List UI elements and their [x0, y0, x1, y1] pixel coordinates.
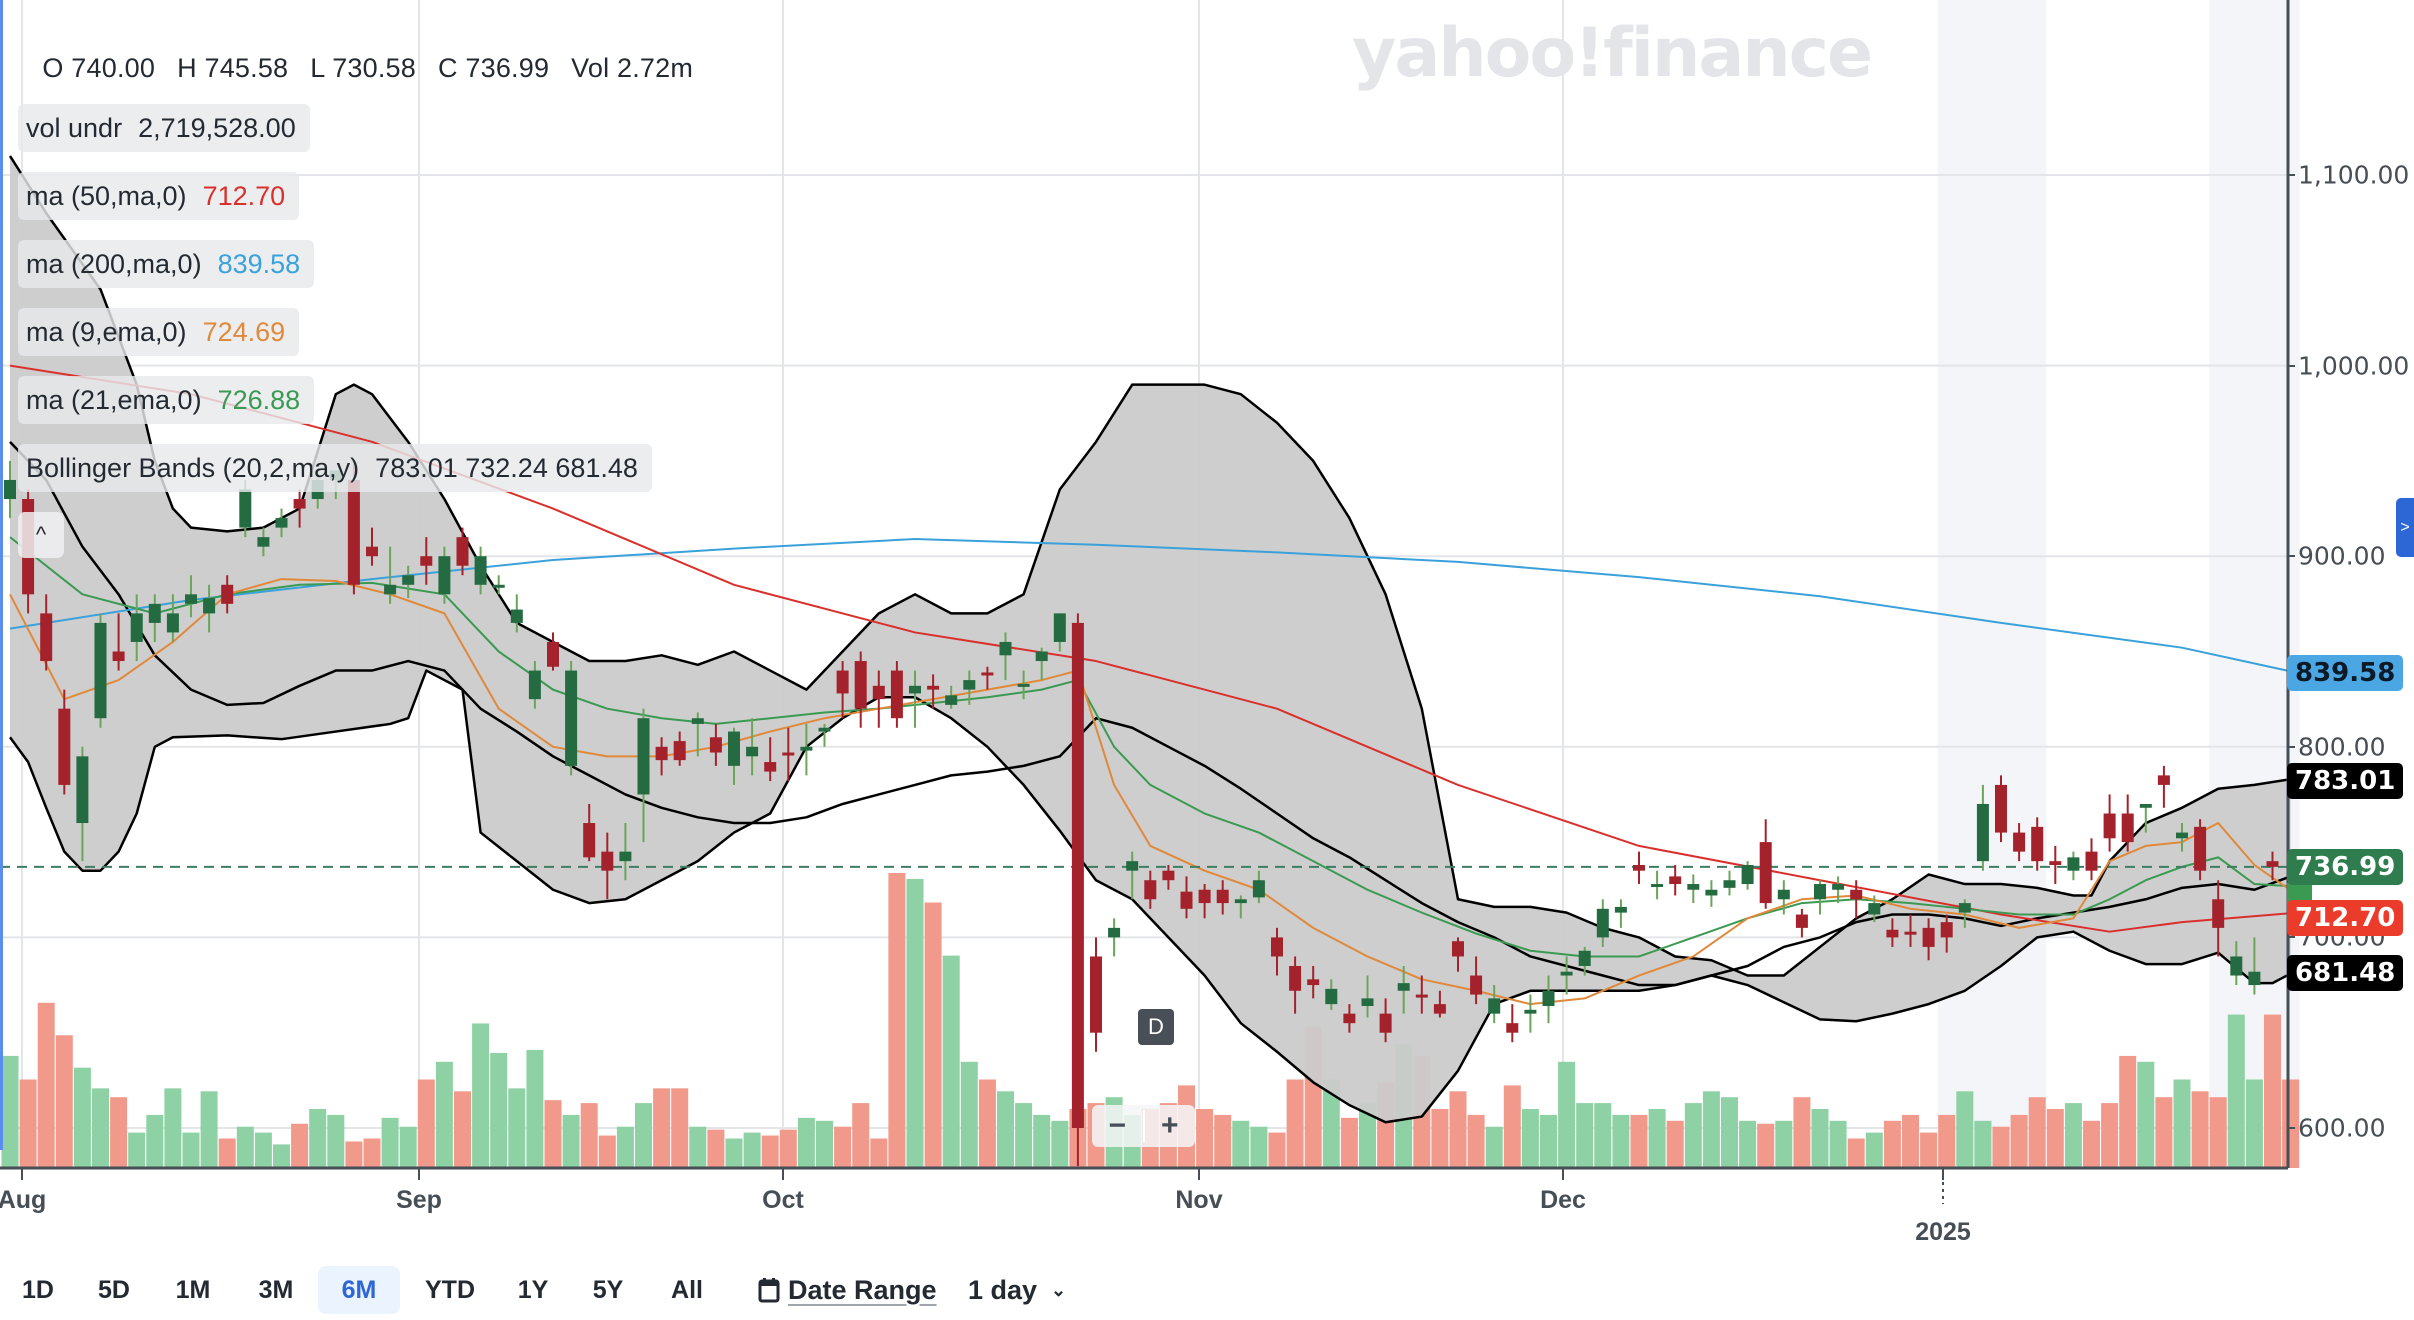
- zoom-divider: [1142, 1110, 1145, 1142]
- chart-left-border: [0, 0, 3, 1150]
- y-tick: 800.00: [2298, 732, 2386, 762]
- x-tick-2025: 2025: [1915, 1218, 1971, 1246]
- y-tick: 600.00: [2298, 1113, 2386, 1143]
- x-tick-dec: Dec: [1540, 1186, 1586, 1214]
- high-value: H 745.58: [177, 53, 289, 83]
- legend-value: 712.70: [202, 180, 286, 211]
- yahoo-finance-logo: yahoo!finance: [1352, 14, 1873, 93]
- zoom-controls: − +: [1092, 1105, 1195, 1147]
- x-tick-sep: Sep: [396, 1186, 442, 1214]
- legend-value: 724.69: [202, 316, 286, 347]
- legend-value: 783.01 732.24 681.48: [375, 452, 638, 483]
- open-value: O 740.00: [42, 53, 156, 83]
- range-6m-button[interactable]: 6M: [318, 1266, 400, 1314]
- interval-dropdown[interactable]: 1 day ⌄: [968, 1265, 1066, 1315]
- ma200-price-tag: 839.58: [2287, 655, 2404, 691]
- chevron-down-icon: ⌄: [1051, 1279, 1067, 1300]
- expand-panel-tab[interactable]: >: [2396, 498, 2414, 557]
- interval-label: 1 day: [968, 1274, 1038, 1305]
- range-1m-button[interactable]: 1M: [175, 1275, 211, 1304]
- calendar-icon: [758, 1278, 780, 1303]
- date-range-button[interactable]: Date Range: [758, 1265, 937, 1315]
- legend-value: 839.58: [217, 248, 301, 279]
- y-tick: 1,000.00: [2298, 351, 2410, 381]
- collapse-legend-button[interactable]: ^: [18, 512, 64, 558]
- range-5d-button[interactable]: 5D: [98, 1275, 130, 1304]
- range-1d-button[interactable]: 1D: [22, 1275, 54, 1304]
- x-tick-oct: Oct: [762, 1186, 804, 1214]
- legend-ema9[interactable]: ma (9,ema,0) 724.69: [18, 308, 300, 356]
- y-tick: 1,100.00: [2298, 160, 2410, 190]
- dividend-event-marker[interactable]: D: [1138, 1009, 1174, 1045]
- chevron-up-icon: ^: [35, 522, 47, 547]
- date-range-label: Date Range: [788, 1274, 937, 1305]
- bb-upper-price-tag: 783.01: [2287, 763, 2404, 799]
- range-1y-button[interactable]: 1Y: [517, 1275, 549, 1304]
- zoom-out-button[interactable]: −: [1108, 1109, 1127, 1142]
- low-value: L 730.58: [310, 53, 416, 83]
- zoom-in-button[interactable]: +: [1160, 1109, 1179, 1142]
- legend-ma50[interactable]: ma (50,ma,0) 712.70: [18, 172, 300, 220]
- legend-bollinger-bands[interactable]: Bollinger Bands (20,2,ma,y) 783.01 732.24…: [18, 444, 652, 492]
- range-3m-button[interactable]: 3M: [258, 1275, 294, 1304]
- x-tick-nov: Nov: [1175, 1186, 1223, 1214]
- legend-ma200[interactable]: ma (200,ma,0) 839.58: [18, 240, 315, 288]
- range-5y-button[interactable]: 5Y: [592, 1275, 624, 1304]
- chevron-right-icon: >: [2400, 518, 2410, 536]
- last-close-price-tag: 736.99: [2287, 849, 2404, 885]
- ma50-price-tag: 712.70: [2287, 900, 2404, 936]
- range-ytd-button[interactable]: YTD: [425, 1275, 475, 1304]
- close-value: C 736.99: [437, 53, 550, 83]
- legend-ema21[interactable]: ma (21,ema,0) 726.88: [18, 376, 315, 424]
- ohlc-readout: O 740.00 H 745.58 L 730.58 C 736.99 Vol 2.72…: [27, 22, 715, 84]
- range-all-button[interactable]: All: [671, 1275, 703, 1304]
- legend-value: 2,719,528.00: [138, 112, 296, 143]
- x-tick-aug: Aug: [0, 1186, 47, 1214]
- bb-lower-price-tag: 681.48: [2287, 955, 2404, 991]
- legend-vol-undr[interactable]: vol undr 2,719,528.00: [18, 104, 310, 152]
- volume-value: Vol 2.72m: [571, 53, 694, 83]
- legend-value: 726.88: [217, 384, 301, 415]
- y-tick: 900.00: [2298, 541, 2386, 571]
